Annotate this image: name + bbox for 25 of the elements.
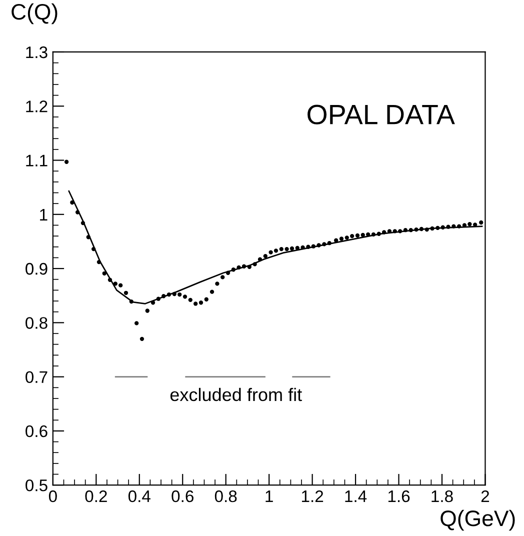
x-tick-label: 0.8: [214, 490, 237, 502]
x-tick-label: 1.6: [388, 490, 410, 502]
y-tick-label: 0.7: [26, 371, 48, 384]
x-tick-label: 0.4: [128, 490, 150, 502]
x-tick-label: 1.2: [302, 490, 324, 502]
x-tick-label: 0.2: [85, 490, 107, 502]
y-tick-label: 0.6: [26, 425, 48, 438]
y-tick-label: 0.5: [26, 479, 48, 492]
x-tick-label: 2: [481, 490, 490, 502]
x-axis-title: Q(GeV): [440, 510, 515, 531]
y-tick-label: 0.9: [26, 262, 48, 275]
y-tick-label: 0.8: [26, 317, 48, 329]
y-tick-label: 1.2: [26, 100, 48, 112]
y-tick-label: 1: [40, 208, 48, 220]
annotation: excluded from fit: [170, 388, 302, 402]
annotation: OPAL DATA: [308, 104, 455, 124]
y-tick-label: 1.3: [26, 46, 48, 58]
y-tick-label: 1.1: [26, 154, 48, 166]
line-series: [68, 190, 483, 304]
x-tick-label: 0.6: [172, 490, 194, 502]
x-tick-label: 1: [266, 490, 273, 502]
x-tick-label: 1.8: [432, 490, 453, 502]
x-tick-label: 1.4: [345, 490, 367, 502]
x-tick-label: 0: [48, 490, 57, 502]
y-axis-title: C(Q): [12, 3, 58, 24]
